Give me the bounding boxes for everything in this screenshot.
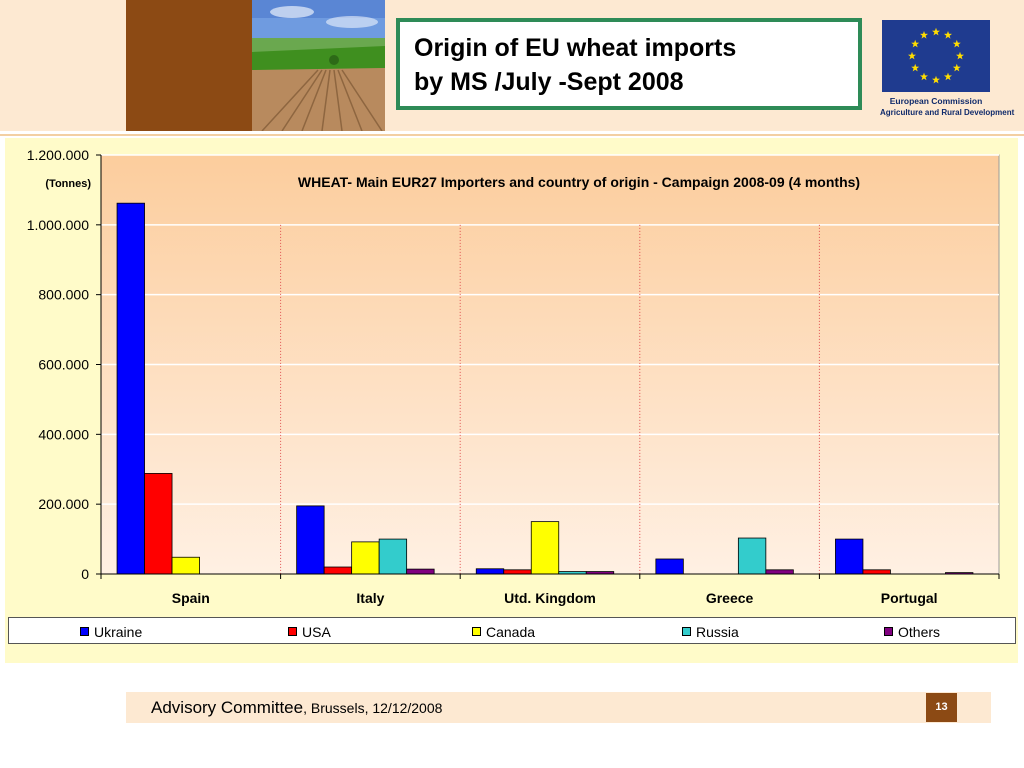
bar-russia-italy — [378, 538, 408, 575]
slide-title-line-1: Origin of EU wheat imports — [414, 34, 737, 62]
y-tick-label: 800.000 — [38, 287, 89, 303]
x-tick-label: Utd. Kingdom — [504, 590, 596, 606]
bar-ukraine-utd-kingdom — [475, 568, 505, 575]
x-tick-label: Portugal — [881, 590, 938, 606]
y-tick-label: 400.000 — [38, 426, 89, 442]
x-tick-label: Greece — [706, 590, 754, 606]
category-separators — [280, 224, 820, 574]
legend-swatch-russia — [682, 627, 691, 636]
eu-stars-icon — [908, 27, 964, 84]
eu-star-icon — [944, 72, 952, 81]
chart-title: WHEAT- Main EUR27 Importers and country … — [298, 174, 860, 190]
bar-others-italy — [406, 568, 435, 575]
bar-others-greece — [765, 569, 794, 575]
bar-canada-italy — [351, 541, 380, 575]
bar-usa-portugal — [862, 569, 891, 575]
legend-swatch-usa — [288, 627, 297, 636]
y-tick-label: 1.000.000 — [27, 217, 89, 233]
bar-ukraine-spain — [116, 202, 145, 575]
y-tick-label: 1.200.000 — [27, 147, 89, 163]
y-tick-label: 200.000 — [38, 496, 89, 512]
european-commission-logo: European Commission Agriculture and Rura… — [880, 20, 1015, 120]
eu-star-icon — [932, 27, 940, 36]
eu-star-icon — [944, 31, 952, 39]
logo-name: European Commission — [889, 96, 983, 106]
x-tick-labels: Spain Italy Utd. Kingdom Greece Portugal — [172, 590, 938, 606]
x-tick-label: Italy — [356, 590, 384, 606]
eu-star-icon — [911, 39, 920, 48]
eu-star-icon — [920, 31, 928, 39]
footer-location-date: , Brussels, 12/12/2008 — [303, 700, 443, 716]
eu-star-icon — [956, 51, 964, 60]
slide-title-box: Origin of EU wheat imports by MS /July -… — [396, 18, 862, 110]
footer-text: Advisory Committee, Brussels, 12/12/2008 — [151, 698, 442, 718]
bar-russia-greece — [737, 537, 767, 575]
wheat-field-photo — [252, 0, 385, 131]
eu-star-icon — [920, 72, 928, 81]
eu-star-icon — [908, 51, 916, 60]
slide-title-line-2: by MS /July -Sept 2008 — [414, 68, 684, 96]
legend-label-russia: Russia — [696, 624, 739, 640]
chart-legend: Ukraine USA Canada Russia Others — [8, 617, 1016, 644]
eu-star-icon — [932, 75, 940, 84]
legend-label-others: Others — [898, 624, 941, 640]
y-tick-label: 0 — [81, 566, 89, 582]
bar-ukraine-italy — [296, 505, 325, 575]
bar-canada-spain — [171, 556, 200, 575]
y-axis-label: (Tonnes) — [45, 178, 91, 190]
legend-swatch-others — [884, 627, 893, 636]
legend-label-canada: Canada — [486, 624, 536, 640]
bar-chart: 0 200.000 400.000 600.000 800.000 1.000.000 1.… — [27, 147, 1000, 606]
eu-star-icon — [952, 63, 961, 72]
gridlines — [101, 154, 999, 505]
legend-swatch-canada — [472, 627, 481, 636]
y-tick-label: 600.000 — [38, 357, 89, 373]
header-divider — [0, 134, 1024, 136]
bar-usa-utd-kingdom — [503, 569, 532, 575]
y-tick-labels: 0 200.000 400.000 600.000 800.000 1.000.000 1.… — [27, 147, 101, 582]
eu-flag-icon — [882, 20, 990, 92]
legend-swatch-ukraine — [80, 627, 89, 636]
bar-usa-italy — [323, 566, 353, 575]
page-number: 13 — [926, 693, 957, 722]
footer-committee: Advisory Committee — [151, 698, 304, 717]
footer-bar: Advisory Committee, Brussels, 12/12/2008… — [126, 692, 991, 723]
logo-department: Agriculture and Rural Development — [880, 108, 1015, 117]
bar-canada-utd-kingdom — [530, 521, 560, 575]
eu-star-icon — [911, 63, 920, 72]
legend-label-usa: USA — [302, 624, 331, 640]
eu-star-icon — [952, 39, 961, 48]
bar-usa-spain — [144, 473, 173, 575]
brown-accent-block — [126, 0, 252, 131]
legend-label-ukraine: Ukraine — [94, 624, 143, 640]
x-tick-label: Spain — [172, 590, 210, 606]
bar-ukraine-portugal — [835, 538, 864, 575]
bar-ukraine-greece — [655, 558, 684, 575]
